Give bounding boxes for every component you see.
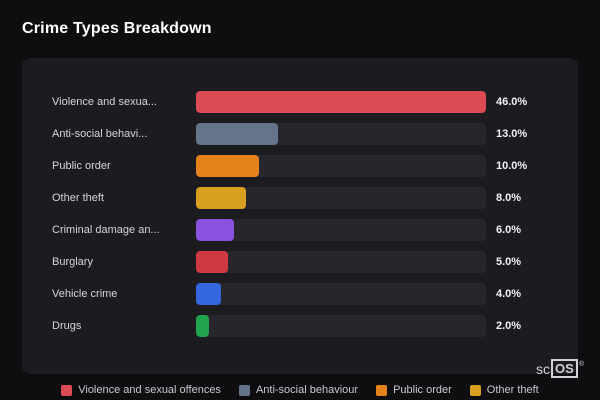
category-label: Other theft xyxy=(52,192,104,204)
bar-row: Burglary 5.0% xyxy=(52,246,548,278)
category-label: Criminal damage an... xyxy=(52,224,160,236)
category-label: Anti-social behavi... xyxy=(52,128,148,140)
category-label: Vehicle crime xyxy=(52,288,118,300)
bar-track xyxy=(196,123,486,145)
bar-track xyxy=(196,91,486,113)
bar-row: Drugs 2.0% xyxy=(52,310,548,342)
legend-item[interactable]: Violence and sexual offences xyxy=(61,384,221,396)
bar[interactable] xyxy=(196,155,260,177)
legend-item[interactable]: Anti-social behaviour xyxy=(238,384,359,396)
bar-track xyxy=(196,315,486,337)
bar[interactable] xyxy=(196,219,234,241)
category-label: Burglary xyxy=(52,256,93,268)
chart-legend: Violence and sexual offences Anti-social … xyxy=(0,384,600,396)
legend-item[interactable]: Other theft xyxy=(469,384,539,396)
bar-track xyxy=(196,283,486,305)
bar[interactable] xyxy=(196,91,486,113)
bar-track xyxy=(196,219,486,241)
category-label: Public order xyxy=(52,160,111,172)
bar-chart: Violence and sexua... 46.0% Anti-social be… xyxy=(52,86,548,342)
legend-swatch-icon xyxy=(376,384,388,396)
legend-label: Public order xyxy=(393,384,452,396)
scos-logo: sc OS ® xyxy=(536,359,584,378)
value-label: 4.0% xyxy=(496,288,522,300)
bar[interactable] xyxy=(196,123,278,145)
value-label: 10.0% xyxy=(496,160,528,172)
bar[interactable] xyxy=(196,187,247,209)
legend-swatch-icon xyxy=(469,384,481,396)
category-label: Drugs xyxy=(52,320,82,332)
scos-logo-prefix: sc xyxy=(536,360,551,377)
bar[interactable] xyxy=(196,315,209,337)
bar-row: Anti-social behavi... 13.0% xyxy=(52,118,548,150)
legend-item[interactable]: Public order xyxy=(376,384,452,396)
bar-row: Public order 10.0% xyxy=(52,150,548,182)
value-label: 13.0% xyxy=(496,128,528,140)
value-label: 8.0% xyxy=(496,192,522,204)
legend-swatch-icon xyxy=(61,384,73,396)
page-title: Crime Types Breakdown xyxy=(22,20,212,37)
bar-track xyxy=(196,251,486,273)
bar[interactable] xyxy=(196,251,228,273)
bar[interactable] xyxy=(196,283,222,305)
registered-mark: ® xyxy=(578,361,584,368)
legend-label: Violence and sexual offences xyxy=(78,384,221,396)
chart-card: Violence and sexua... 46.0% Anti-social be… xyxy=(22,58,578,374)
category-label: Violence and sexua... xyxy=(52,96,157,108)
bar-row: Criminal damage an... 6.0% xyxy=(52,214,548,246)
bar-track xyxy=(196,155,486,177)
value-label: 2.0% xyxy=(496,320,522,332)
legend-label: Anti-social behaviour xyxy=(255,384,359,396)
bar-row: Other theft 8.0% xyxy=(52,182,548,214)
value-label: 46.0% xyxy=(496,96,528,108)
bar-row: Vehicle crime 4.0% xyxy=(52,278,548,310)
bar-track xyxy=(196,187,486,209)
value-label: 5.0% xyxy=(496,256,522,268)
legend-label: Other theft xyxy=(486,384,539,396)
bar-row: Violence and sexua... 46.0% xyxy=(52,86,548,118)
legend-swatch-icon xyxy=(238,384,250,396)
value-label: 6.0% xyxy=(496,224,522,236)
scos-logo-box: OS xyxy=(551,359,578,378)
